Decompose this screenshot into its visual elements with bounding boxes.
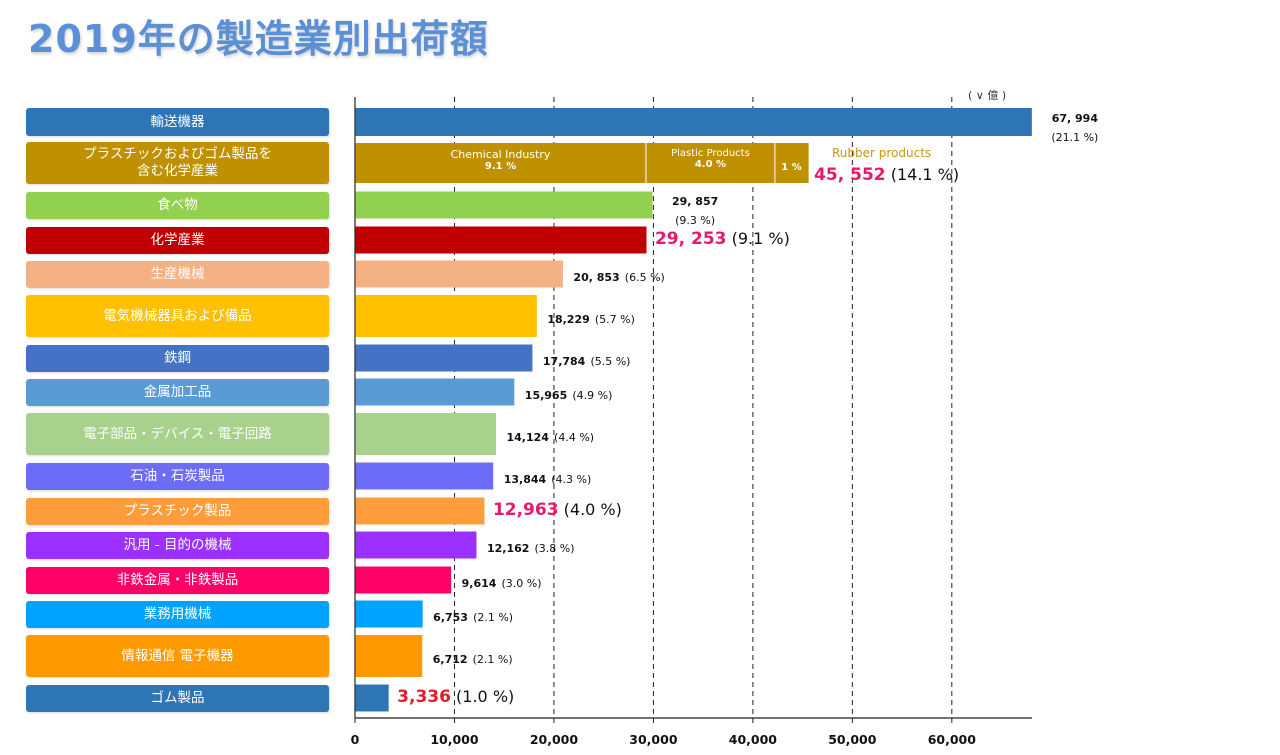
bar xyxy=(355,566,452,594)
value-label: 17,784 (5.5 %) xyxy=(542,355,631,368)
segment-label: Chemical Industry 9.1 % xyxy=(450,148,551,172)
category-label: 石油・石炭製品 xyxy=(26,462,329,490)
x-tick-label: 40,000 xyxy=(729,732,778,747)
unit-label: ( ∨ 億 ) xyxy=(968,89,1007,102)
value-label: 29, 857 (9.3 %) xyxy=(671,195,719,227)
bar xyxy=(355,531,477,559)
category-label: 鉄鋼 xyxy=(26,344,329,372)
category-label: 汎用 - 目的の機械 xyxy=(26,531,329,559)
value-label: 29, 253 (9.1 %) xyxy=(654,229,790,249)
value-label: 9,614 (3.0 %) xyxy=(461,577,542,590)
value-label: 18,229 (5.7 %) xyxy=(547,313,635,326)
x-tick-label: 10,000 xyxy=(430,732,479,747)
category-label: 食べ物 xyxy=(26,191,329,219)
value-label: 6,712 (2.1 %) xyxy=(432,653,513,666)
value-label: 15,965 (4.9 %) xyxy=(524,389,613,402)
category-label: 金属加工品 xyxy=(26,378,329,406)
segment-label: 1 % xyxy=(781,162,802,173)
category-label: 情報通信 電子機器 xyxy=(26,635,329,677)
x-tick-label: 20,000 xyxy=(530,732,579,747)
value-label: 14,124 (4.4 %) xyxy=(506,431,595,444)
category-label: プラスチックおよびゴム製品を 含む化学産業 xyxy=(26,142,329,184)
category-label: 非鉄金属・非鉄製品 xyxy=(26,566,329,594)
bar xyxy=(355,462,494,490)
bar xyxy=(355,413,496,455)
segment-label: Plastic Products 4.0 % xyxy=(671,148,750,170)
bar xyxy=(355,295,537,337)
x-tick-label: 50,000 xyxy=(828,732,877,747)
value-label: 45, 552 (14.1 %) xyxy=(814,165,960,185)
rubber-products-label: Rubber products xyxy=(832,146,932,160)
x-tick-label: 60,000 xyxy=(928,732,977,747)
bar xyxy=(355,497,485,525)
bar xyxy=(355,600,423,628)
bar xyxy=(355,108,1032,136)
category-label: 電子部品・デバイス・電子回路 xyxy=(26,413,329,455)
bar xyxy=(355,378,515,406)
category-label: プラスチック製品 xyxy=(26,497,329,525)
category-label: ゴム製品 xyxy=(26,684,329,712)
value-label: 13,844 (4.3 %) xyxy=(503,473,592,486)
value-label: 20, 853 (6.5 %) xyxy=(573,271,665,284)
bar xyxy=(355,635,423,677)
bar xyxy=(355,260,563,288)
category-label: 輸送機器 xyxy=(26,108,329,136)
bar xyxy=(355,344,533,372)
value-label: 12,162 (3.8 %) xyxy=(486,542,575,555)
x-tick-label: 0 xyxy=(351,732,360,747)
category-label: 生産機械 xyxy=(26,260,329,288)
category-label: 電気機械器具および備品 xyxy=(26,295,329,337)
bar xyxy=(355,684,389,712)
category-label: 化学産業 xyxy=(26,226,329,254)
chart-title: 2019年の製造業別出荷額 xyxy=(28,17,489,61)
value-label: 3,336 (1.0 %) xyxy=(397,687,515,707)
bar xyxy=(355,191,653,219)
value-label: 12,963 (4.0 %) xyxy=(492,500,622,520)
bar xyxy=(355,143,809,183)
value-label: 6,753 (2.1 %) xyxy=(433,611,514,624)
value-label: 67, 994 (21.1 %) xyxy=(1051,112,1099,144)
bar xyxy=(355,226,647,254)
x-tick-label: 30,000 xyxy=(629,732,678,747)
category-label: 業務用機械 xyxy=(26,600,329,628)
